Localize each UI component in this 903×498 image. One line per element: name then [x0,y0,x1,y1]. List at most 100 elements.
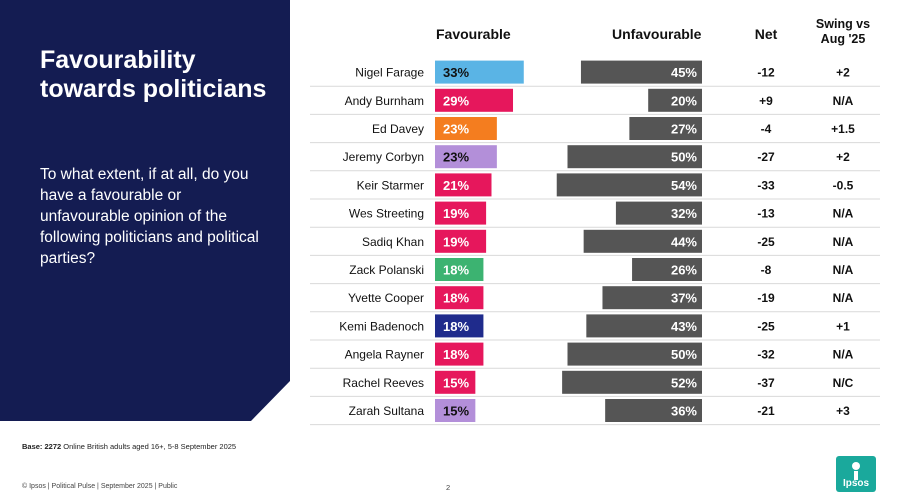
net-value: -12 [757,66,775,80]
survey-question: To what extent, if at all, do you have a… [40,166,259,267]
swing-value: N/A [833,207,854,221]
unfavourable-bar [632,258,702,281]
net-value: -27 [757,150,775,164]
favourable-bar [435,201,487,225]
favourable-bar [435,258,484,281]
page-title: Favourability towards politicians [40,46,267,103]
politician-name: Yvette Cooper [348,291,424,305]
net-value: -25 [757,235,775,249]
net-value: -37 [757,376,775,390]
unfavourable-bar [567,342,702,366]
unfavourable-bar [648,88,702,112]
unfavourable-label: 37% [671,291,697,306]
favourable-label: 29% [443,93,469,108]
unfavourable-label: 27% [671,122,697,137]
favourable-bar [435,314,484,338]
favourable-label: 19% [443,206,469,221]
favourable-bar [435,370,476,394]
favourable-label: 18% [443,263,469,278]
politician-name: Zarah Sultana [349,404,425,418]
favourable-label: 15% [443,404,469,419]
favourable-bar [435,286,484,310]
politician-name: Jeremy Corbyn [343,150,424,164]
swing-value: -0.5 [833,178,854,192]
unfavourable-bar [615,201,702,225]
net-header: Net [754,26,778,42]
base-label: Base: 2272 [22,442,62,451]
net-value: -21 [757,404,775,418]
swing-value: +2 [836,150,850,164]
favourable-bar [435,145,497,169]
politician-name: Keir Starmer [357,178,424,192]
unfavourable-bar [580,60,702,84]
swing-value: N/A [833,263,854,277]
favourable-bar [435,60,524,84]
unfavourable-label: 26% [671,263,697,278]
swing-value: N/A [833,291,854,305]
favourability-chart: Nigel Farage 33% 45% -12 +2 Andy Burnham 29% 20… [310,60,880,426]
favourable-bar [435,399,476,422]
favourable-label: 23% [443,150,469,165]
title-panel: Favourability towards politicians To wha… [0,0,290,421]
net-value: -33 [757,178,775,192]
unfavourable-bar [605,399,702,422]
swing-value: N/A [833,235,854,249]
favourable-label: 19% [443,234,469,249]
politician-name: Nigel Farage [355,66,424,80]
politician-name: Ed Davey [372,122,424,136]
swing-value: N/A [833,348,854,362]
swing-value: +1 [836,319,850,333]
unfavourable-label: 52% [671,375,697,390]
favourable-label: 18% [443,347,469,362]
unfavourable-label: 20% [671,93,697,108]
politician-name: Angela Rayner [345,348,424,362]
net-value: -19 [757,291,775,305]
base-note: Base: 2272 Online British adults aged 16… [22,442,236,451]
favourable-label: 21% [443,178,469,193]
favourable-label: 15% [443,375,469,390]
unfavourable-bar [629,117,702,140]
favourable-bar [435,88,514,112]
base-text: Online British adults aged 16+, 5-8 Sept… [61,442,237,451]
copyright-text: © Ipsos | Political Pulse | September 20… [22,483,178,490]
unfavourable-label: 43% [671,319,697,334]
logo-dot-icon [852,462,860,470]
unfavourable-label: 50% [671,150,697,165]
politician-name: Zack Polanski [349,263,424,277]
net-value: -4 [761,122,772,136]
swing-value: +1.5 [831,122,855,136]
logo-bar-icon [854,471,858,480]
unfavourable-bar [556,173,702,197]
unfavourable-header: Unfavourable [612,26,702,42]
unfavourable-label: 45% [671,65,697,80]
net-value: -32 [757,348,775,362]
unfavourable-bar [562,370,702,394]
politician-name: Kemi Badenoch [339,319,424,333]
swing-header: Swing vs Aug '25 [815,17,871,46]
unfavourable-label: 44% [671,234,697,249]
net-value: -25 [757,319,775,333]
unfavourable-label: 32% [671,206,697,221]
unfavourable-bar [586,314,702,338]
logo-text: Ipsos [842,478,870,489]
politician-name: Wes Streeting [349,207,424,221]
unfavourable-label: 50% [671,347,697,362]
favourable-label: 18% [443,319,469,334]
unfavourable-bar [602,286,702,310]
politician-name: Andy Burnham [345,94,424,108]
swing-value: +3 [836,404,850,418]
swing-value: N/C [833,376,854,390]
politician-name: Sadiq Khan [362,235,424,249]
politician-name: Rachel Reeves [343,376,424,390]
unfavourable-bar [583,229,702,253]
swing-value: N/A [833,94,854,108]
favourable-bar [435,117,497,140]
favourable-bar [435,229,487,253]
net-value: -13 [757,207,775,221]
unfavourable-label: 36% [671,404,697,419]
unfavourable-bar [567,145,702,169]
unfavourable-label: 54% [671,178,697,193]
page-number: 2 [446,483,451,492]
favourable-bar [435,342,484,366]
favourable-header: Favourable [436,26,511,42]
